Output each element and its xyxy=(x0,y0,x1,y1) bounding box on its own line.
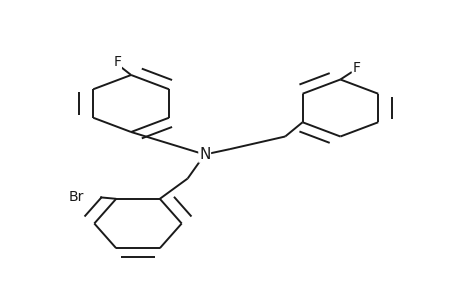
Text: F: F xyxy=(113,55,121,68)
Text: F: F xyxy=(352,61,360,74)
Text: N: N xyxy=(199,147,210,162)
Text: Br: Br xyxy=(68,190,84,204)
